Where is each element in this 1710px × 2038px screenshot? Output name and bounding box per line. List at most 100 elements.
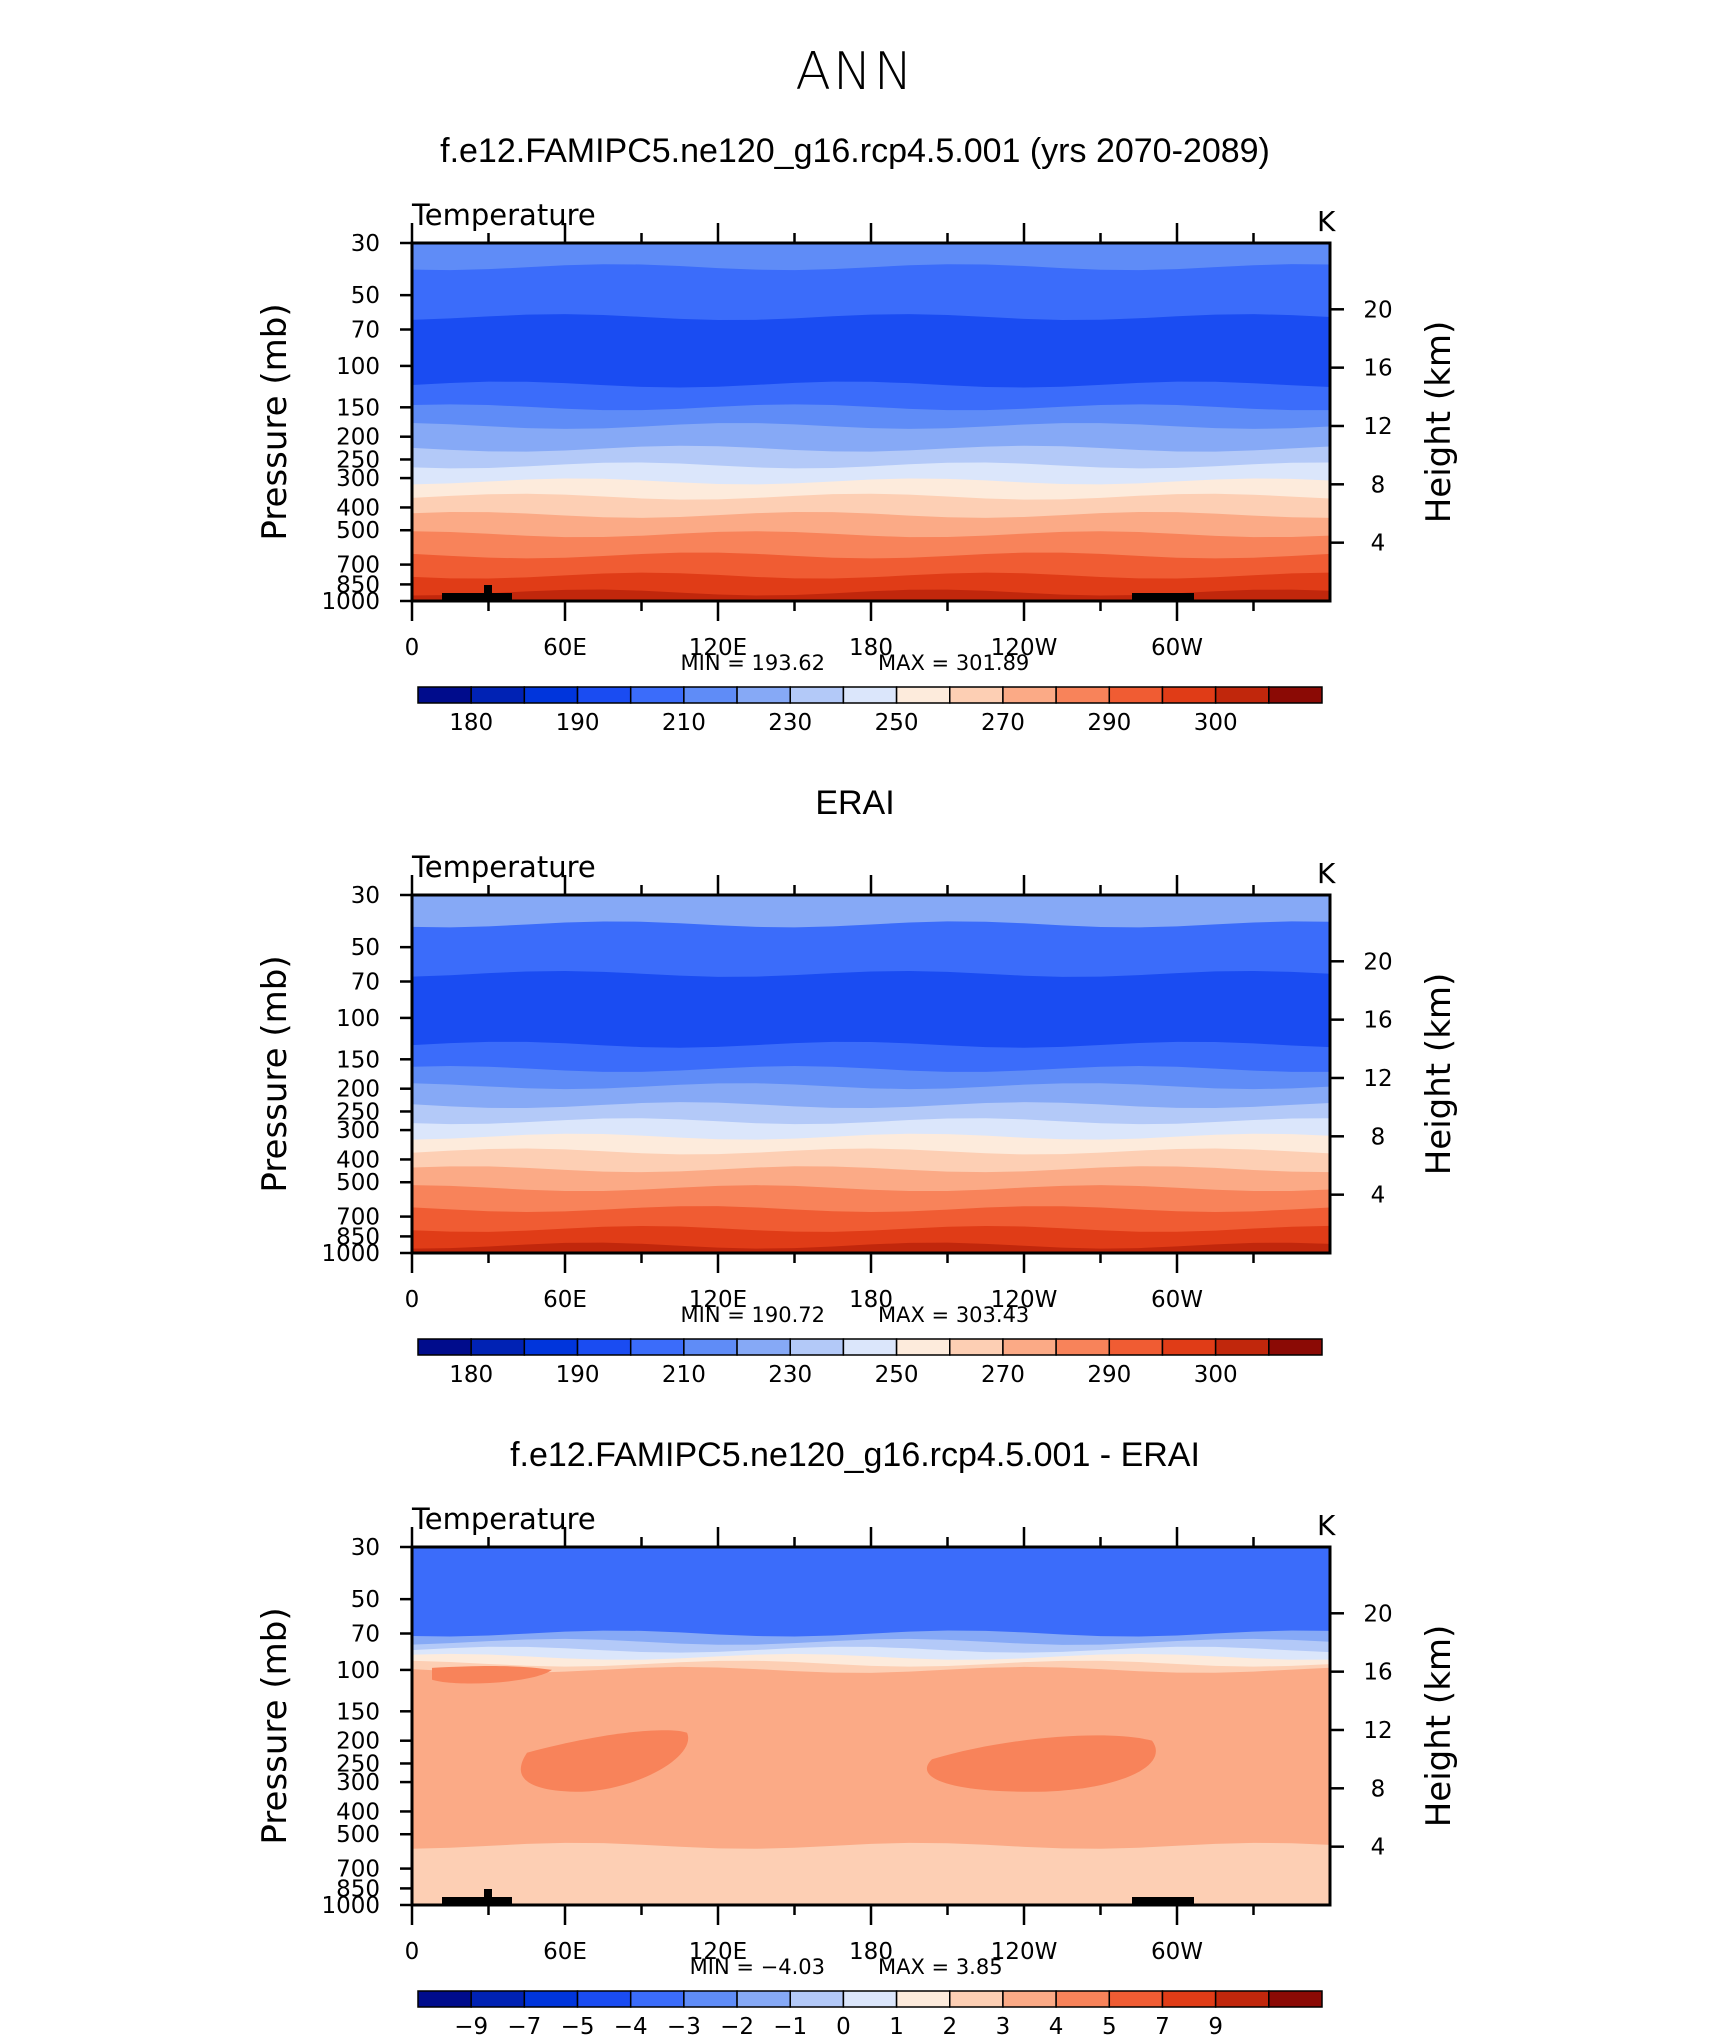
contour-band	[412, 589, 1330, 601]
y-tick-label: 200	[336, 1729, 380, 1755]
colorbar-swatch	[629, 686, 685, 704]
y2-axis-label: Height (km)	[1419, 321, 1459, 524]
colorbar-swatch	[576, 1990, 632, 2008]
y-tick-label: 400	[336, 495, 380, 521]
contour-band	[412, 921, 1330, 979]
y-tick-label: 200	[336, 1077, 380, 1103]
y-tick-label: 50	[351, 283, 380, 309]
colorbar-swatch	[789, 1338, 845, 1356]
colorbar-label: −4	[614, 2014, 648, 2038]
contour-band	[412, 1041, 1330, 1074]
colorbar-label: −1	[773, 2014, 807, 2038]
colorbar-swatch	[1002, 1338, 1057, 1356]
y-tick-label: 150	[336, 395, 380, 421]
colorbar-swatch	[1055, 686, 1111, 704]
contour-band	[412, 531, 1330, 561]
x-tick-label: 60E	[543, 1287, 587, 1313]
colorbar-swatch	[736, 686, 791, 704]
colorbar-label: 290	[1087, 710, 1131, 736]
x-tick-label: 120E	[689, 635, 747, 661]
chart-subtitle: Temperature	[411, 198, 596, 232]
colorbar-swatch	[683, 686, 738, 704]
topography	[442, 1897, 512, 1905]
colorbar-label: −5	[561, 2014, 595, 2038]
y-tick-label: 300	[336, 1118, 380, 1144]
colorbar-swatch	[1214, 1338, 1270, 1356]
colorbar-swatch	[683, 1990, 738, 2008]
min-stat: MIN = 193.62	[681, 651, 825, 675]
colorbar-swatch	[523, 686, 579, 704]
colorbar-label: 270	[981, 710, 1025, 736]
y2-axis-label: Height (km)	[1419, 973, 1459, 1176]
contour-band	[412, 1666, 1330, 1840]
y-tick-label: 700	[336, 1857, 380, 1883]
contour-blob	[926, 1735, 1156, 1792]
y-tick-label: 500	[336, 1822, 380, 1848]
y2-tick-label: 16	[1363, 1008, 1392, 1034]
y-tick-label: 250	[336, 447, 380, 473]
x-tick-label: 60W	[1151, 635, 1203, 661]
panel-title: f.e12.FAMIPC5.ne120_g16.rcp4.5.001 - ERA…	[510, 1436, 1200, 1474]
colorbar-swatch	[1108, 686, 1164, 704]
y2-tick-label: 16	[1363, 1660, 1392, 1686]
colorbar-swatch	[789, 1990, 845, 2008]
max-stat: MAX = 303.43	[878, 1303, 1029, 1327]
colorbar-swatch	[1268, 1990, 1323, 2008]
x-tick-label: 60W	[1151, 1939, 1203, 1965]
max-stat: MAX = 3.85	[878, 1955, 1003, 1979]
colorbar-swatch	[895, 1338, 951, 1356]
y-tick-label: 50	[351, 935, 380, 961]
colorbar-label: 270	[981, 1362, 1025, 1388]
colorbar-label: 250	[875, 710, 919, 736]
colorbar-swatch	[470, 686, 526, 704]
chart-subtitle: Temperature	[411, 1502, 596, 1536]
colorbar-swatch	[1214, 686, 1270, 704]
colorbar-label: 5	[1102, 2014, 1117, 2038]
y-tick-label: 700	[336, 553, 380, 579]
x-tick-label: 120E	[689, 1287, 747, 1313]
x-tick-label: 120W	[991, 1939, 1058, 1965]
contour-band	[412, 1185, 1330, 1215]
y-tick-label: 1000	[321, 589, 380, 615]
colorbar-swatch	[842, 1338, 898, 1356]
colorbar-label: 3	[996, 2014, 1011, 2038]
colorbar-swatch	[1002, 686, 1057, 704]
y2-tick-label: 8	[1371, 1776, 1386, 1802]
colorbar-swatch	[949, 1990, 1004, 2008]
y-tick-label: 70	[351, 1622, 380, 1648]
colorbar-label: 4	[1049, 2014, 1064, 2038]
min-stat: MIN = 190.72	[681, 1303, 825, 1327]
colorbar-swatch	[417, 1990, 472, 2008]
y-tick-label: 700	[336, 1205, 380, 1231]
contour-band	[412, 1646, 1330, 1662]
y-tick-label: 200	[336, 425, 380, 451]
colorbar-swatch	[736, 1990, 791, 2008]
y-tick-label: 850	[336, 1876, 380, 1902]
x-tick-label: 120W	[991, 635, 1058, 661]
y2-axis-label: Height (km)	[1419, 1625, 1459, 1828]
colorbar-label: 7	[1155, 2014, 1170, 2038]
topography	[442, 593, 512, 601]
max-stat: MAX = 301.89	[878, 651, 1029, 675]
x-tick-label: 180	[849, 1287, 893, 1313]
colorbar-label: −9	[454, 2014, 488, 2038]
colorbar-swatch	[1214, 1990, 1270, 2008]
units-label: K	[1317, 205, 1336, 238]
y2-tick-label: 4	[1371, 531, 1386, 557]
colorbar-swatch	[842, 1990, 898, 2008]
contour-blob	[432, 1666, 552, 1684]
y-tick-label: 250	[336, 1751, 380, 1777]
colorbar-swatch	[949, 686, 1004, 704]
contour-band	[412, 404, 1330, 431]
x-tick-label: 60W	[1151, 1287, 1203, 1313]
y-tick-label: 150	[336, 1047, 380, 1073]
x-tick-label: 60E	[543, 1939, 587, 1965]
colorbar-swatch	[736, 1338, 791, 1356]
colorbar-swatch	[789, 686, 845, 704]
contour-band	[412, 478, 1330, 502]
topography	[484, 585, 492, 597]
colorbar-swatch	[417, 686, 472, 704]
y2-tick-label: 4	[1371, 1835, 1386, 1861]
x-tick-label: 120E	[689, 1939, 747, 1965]
colorbar-swatch	[470, 1338, 526, 1356]
